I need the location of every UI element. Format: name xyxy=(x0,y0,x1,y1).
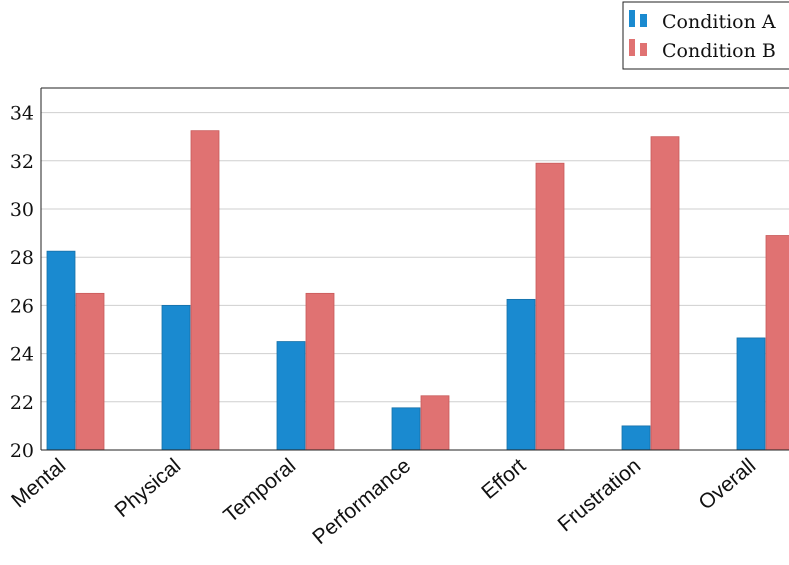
bar-overall-condition-a xyxy=(736,337,766,451)
bar-physical-condition-b xyxy=(190,130,220,451)
y-tick-label: 34 xyxy=(10,103,34,125)
bar-temporal-condition-a xyxy=(276,341,306,451)
bar-mental-condition-a xyxy=(46,250,76,451)
y-tick-label: 30 xyxy=(10,199,34,221)
bar-frustration-condition-a xyxy=(621,425,651,451)
y-tick-label: 24 xyxy=(10,344,34,366)
x-tick-label-effort: Effort xyxy=(477,454,530,504)
bar-effort-condition-a xyxy=(506,298,536,451)
x-tick-label-mental: Mental xyxy=(7,454,70,512)
bar-temporal-condition-b xyxy=(305,292,335,451)
bar-frustration-condition-b xyxy=(650,136,680,451)
x-tick-label-temporal: Temporal xyxy=(219,454,300,527)
x-tick-labels: Mental Physical Temporal Performance Effort F… xyxy=(7,454,760,549)
bars xyxy=(46,130,789,451)
y-tick-label: 22 xyxy=(10,392,34,414)
bar-performance-condition-b xyxy=(420,395,450,451)
x-tick-label-frustration: Frustration xyxy=(554,454,646,536)
y-tick-label: 20 xyxy=(10,440,34,462)
y-tick-label: 28 xyxy=(10,247,34,269)
bar-physical-condition-a xyxy=(161,304,191,451)
legend-box xyxy=(622,1,789,70)
x-tick-label-performance: Performance xyxy=(308,454,415,549)
bar-performance-condition-a xyxy=(391,407,421,451)
y-tick-label: 26 xyxy=(10,295,34,317)
legend-label-condition-b: Condition B xyxy=(662,40,776,62)
legend-swatch-a-1 xyxy=(629,10,635,27)
legend-swatch-b-2 xyxy=(640,43,647,56)
legend: Condition A Condition B xyxy=(622,1,789,70)
x-tick-label-overall: Overall xyxy=(694,454,760,514)
bar-mental-condition-b xyxy=(75,292,105,451)
x-tick-label-physical: Physical xyxy=(111,454,186,522)
bar-effort-condition-b xyxy=(535,162,565,451)
bar-overall-condition-b xyxy=(765,235,789,451)
axes xyxy=(40,87,789,451)
legend-swatch-a-2 xyxy=(640,14,647,27)
legend-swatch-b-1 xyxy=(629,39,635,56)
y-tick-labels: 20 22 24 26 28 30 32 34 xyxy=(10,103,34,462)
legend-label-condition-a: Condition A xyxy=(662,11,776,33)
y-tick-label: 32 xyxy=(10,151,34,173)
